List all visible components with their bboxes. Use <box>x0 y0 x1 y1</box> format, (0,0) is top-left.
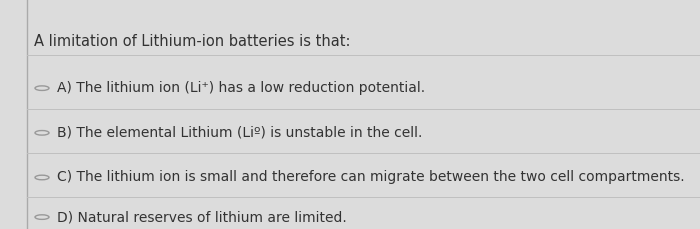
Text: A) The lithium ion (Li⁺) has a low reduction potential.: A) The lithium ion (Li⁺) has a low reduc… <box>57 81 426 95</box>
Text: A limitation of Lithium-ion batteries is that:: A limitation of Lithium-ion batteries is… <box>34 34 350 49</box>
Text: C) The lithium ion is small and therefore can migrate between the two cell compa: C) The lithium ion is small and therefor… <box>57 170 685 185</box>
Text: D) Natural reserves of lithium are limited.: D) Natural reserves of lithium are limit… <box>57 210 347 224</box>
Text: B) The elemental Lithium (Liº) is unstable in the cell.: B) The elemental Lithium (Liº) is unstab… <box>57 126 423 140</box>
